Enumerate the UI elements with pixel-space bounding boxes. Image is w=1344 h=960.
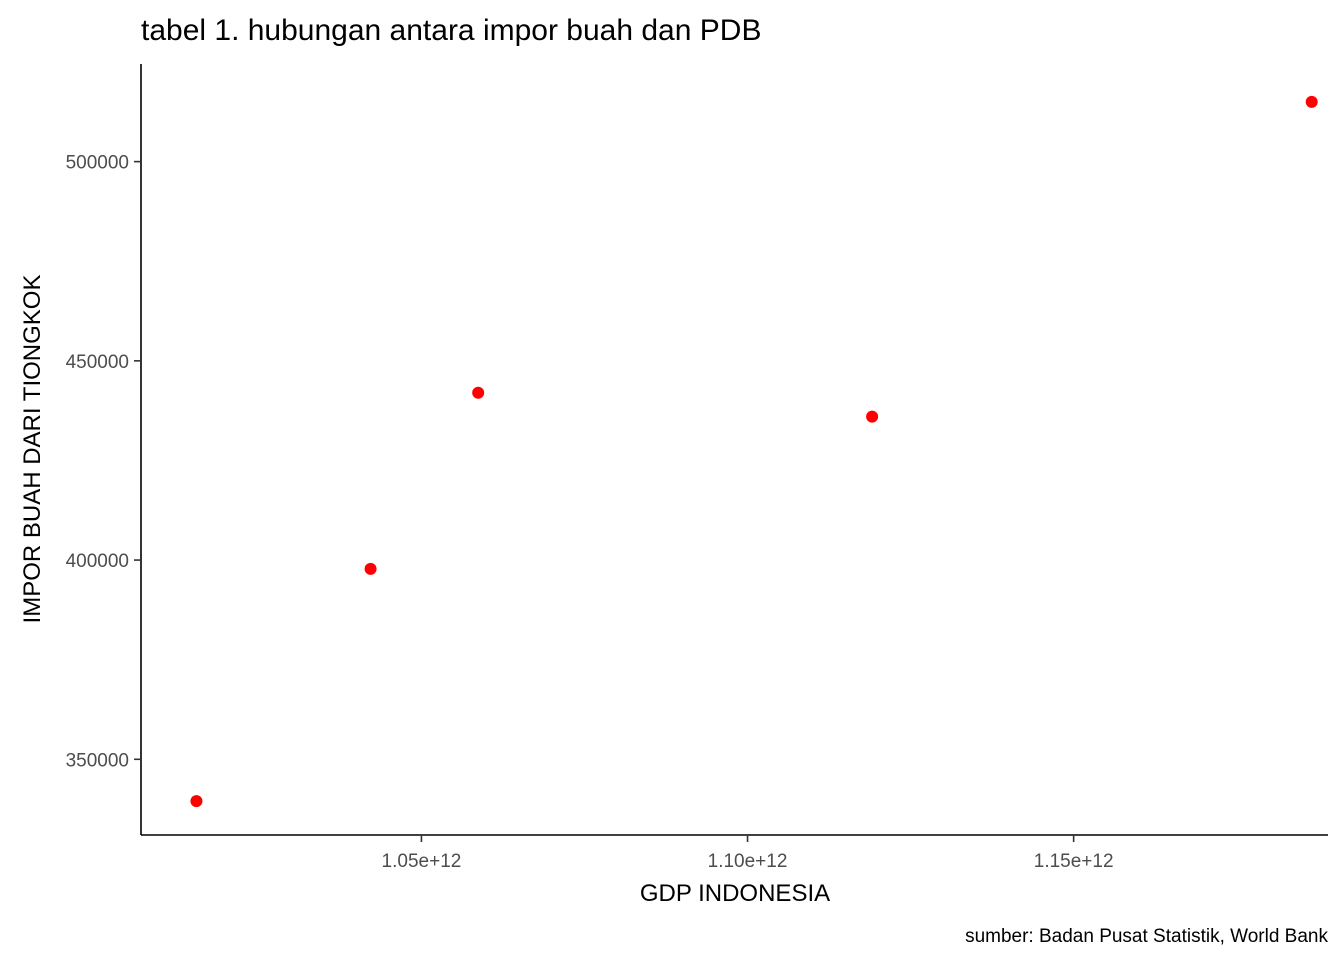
y-axis-ticks: 350000 400000 450000 500000 bbox=[66, 153, 141, 771]
data-point bbox=[364, 562, 377, 575]
data-point bbox=[1305, 95, 1318, 108]
x-tick-label: 1.10e+12 bbox=[708, 851, 788, 872]
y-tick-label: 500000 bbox=[66, 153, 129, 174]
data-point bbox=[472, 386, 485, 399]
y-tick-label: 350000 bbox=[66, 750, 129, 771]
chart-title: tabel 1. hubungan antara impor buah dan … bbox=[141, 14, 761, 47]
plot-area: 1.05e+12 1.10e+12 1.15e+12 350000 400000 450… bbox=[66, 64, 1328, 872]
y-tick-label: 400000 bbox=[66, 551, 129, 572]
y-axis-title: IMPOR BUAH DARI TIONGKOK bbox=[19, 275, 46, 624]
x-axis-ticks: 1.05e+12 1.10e+12 1.15e+12 bbox=[382, 835, 1114, 872]
data-point bbox=[866, 410, 879, 423]
data-points bbox=[190, 95, 1318, 808]
data-point bbox=[190, 795, 203, 808]
chart-caption: sumber: Badan Pusat Statistik, World Ban… bbox=[965, 926, 1328, 947]
y-tick-label: 450000 bbox=[66, 352, 129, 373]
x-tick-label: 1.15e+12 bbox=[1034, 851, 1114, 872]
x-tick-label: 1.05e+12 bbox=[382, 851, 462, 872]
x-axis-title: GDP INDONESIA bbox=[640, 880, 830, 907]
